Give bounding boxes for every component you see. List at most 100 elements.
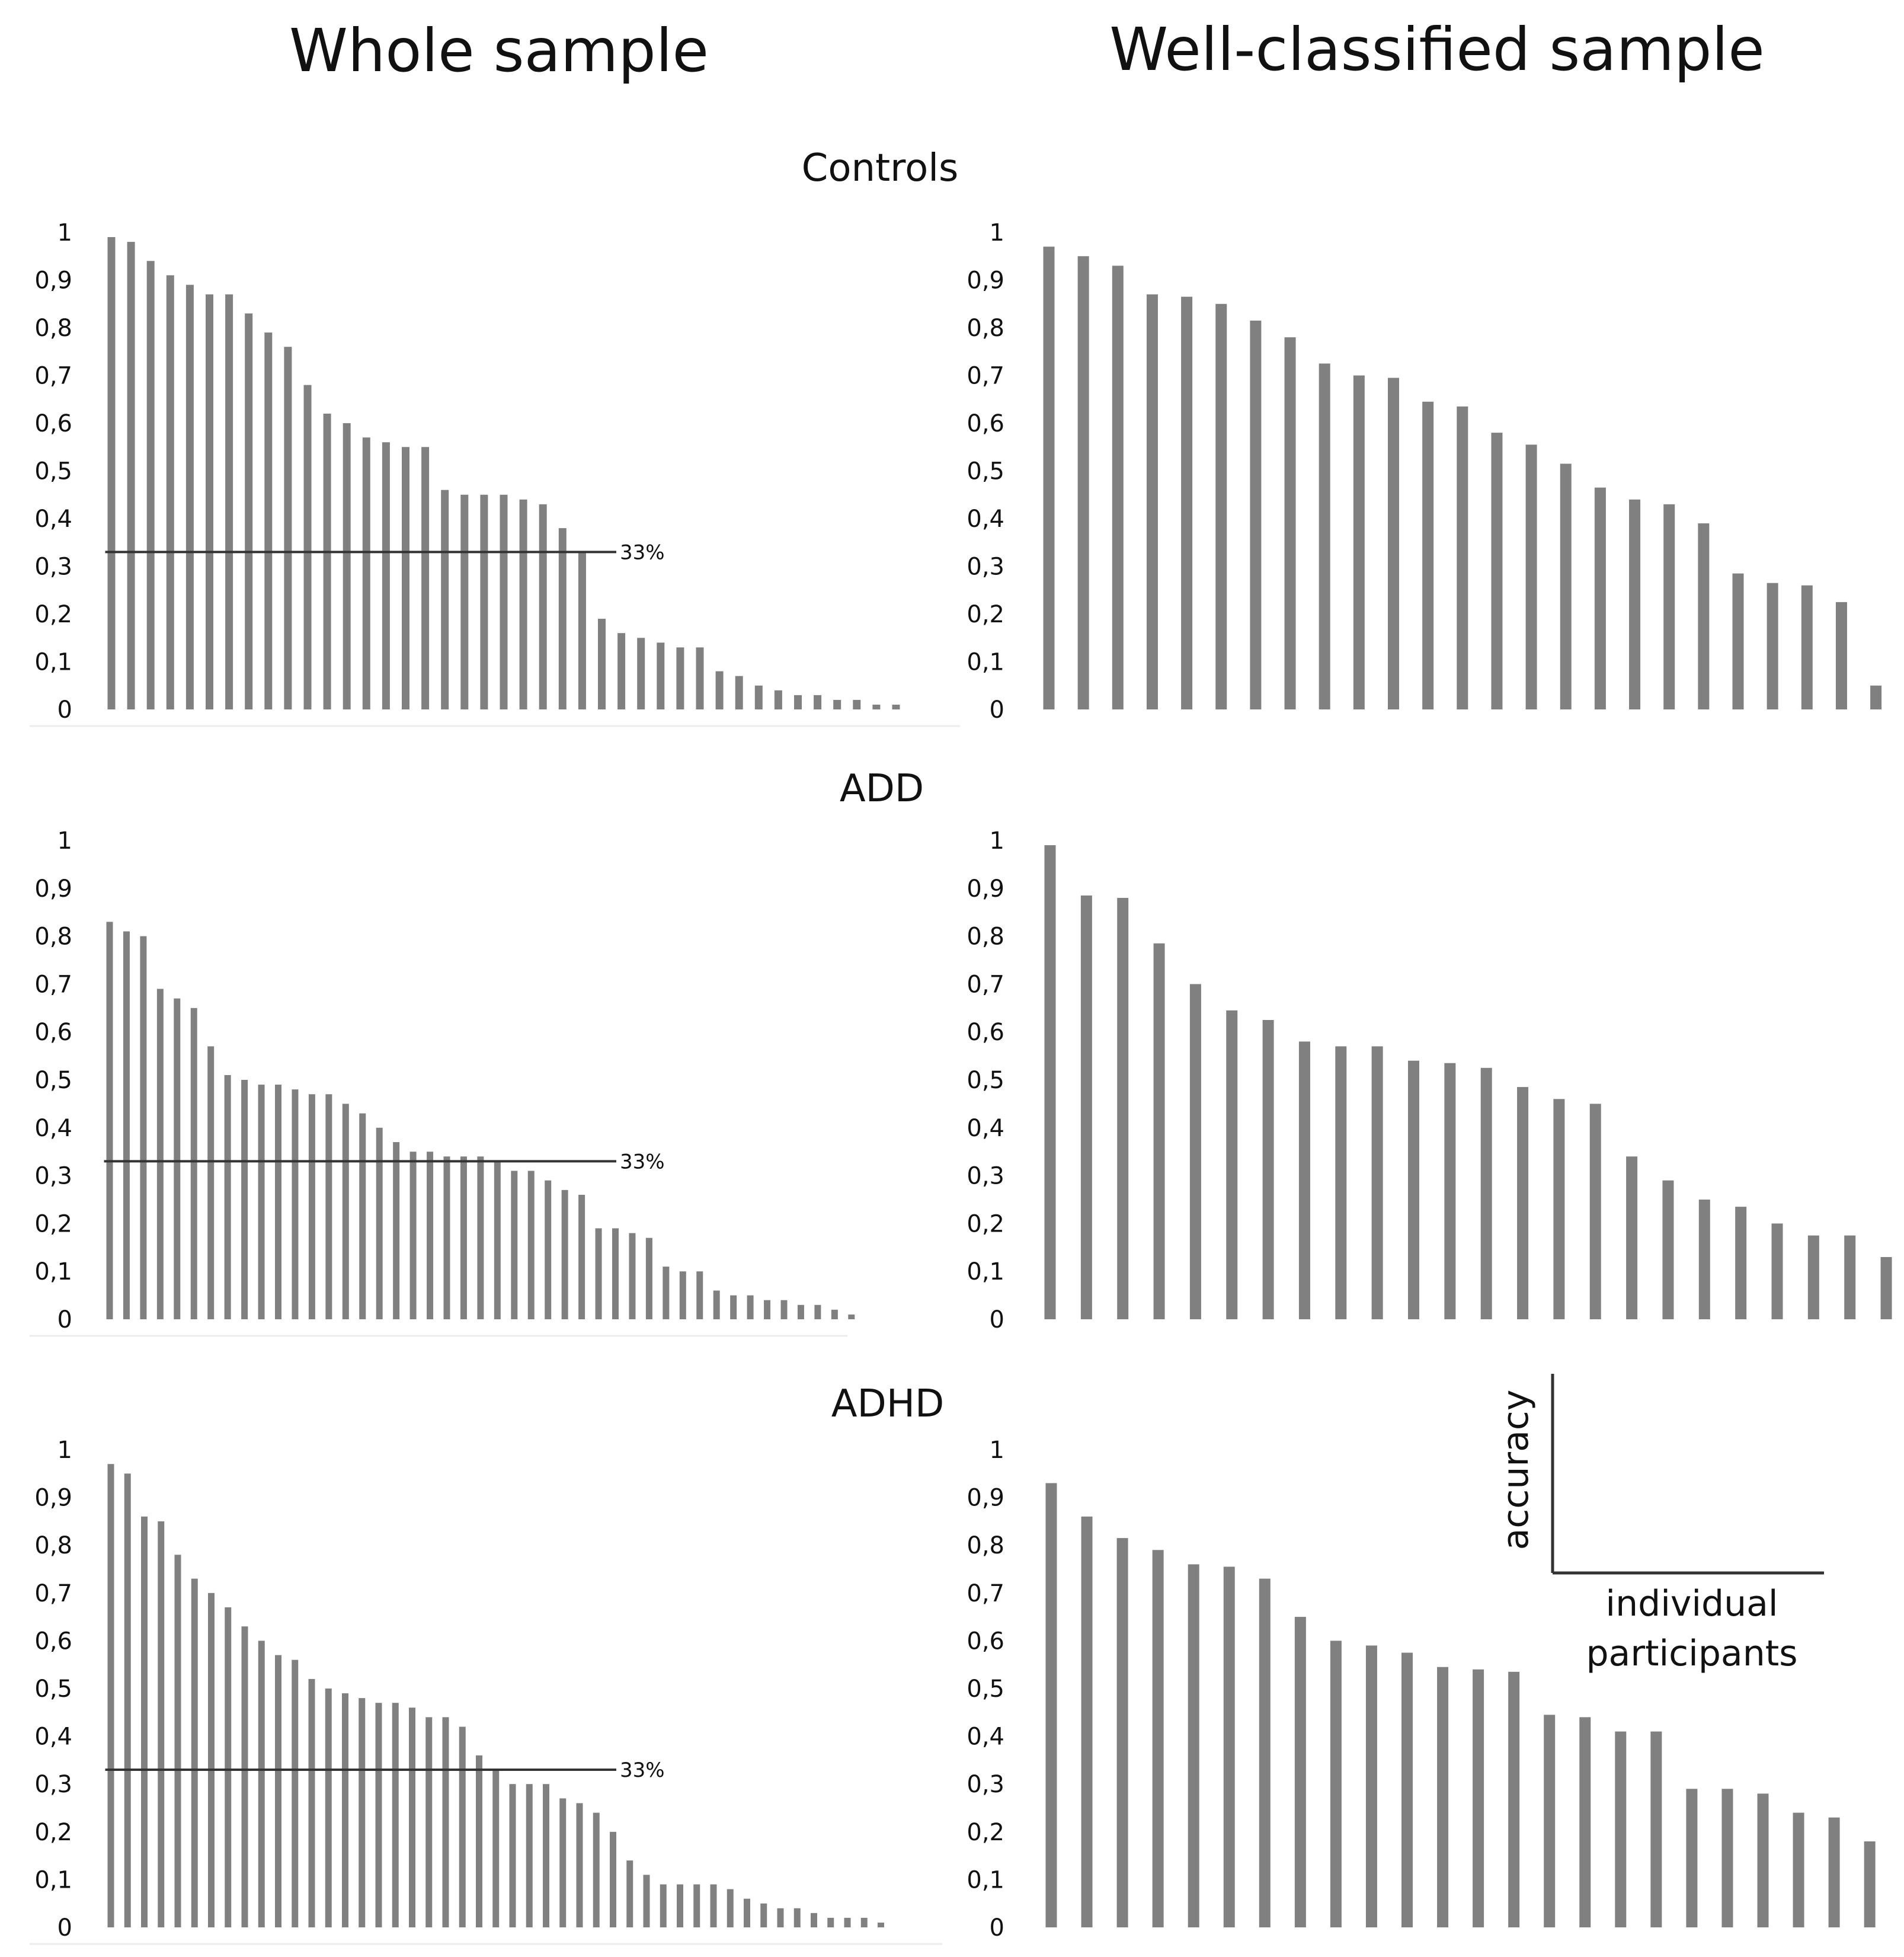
- bar: [1662, 1180, 1674, 1319]
- bar: [1043, 247, 1055, 709]
- y-tick-label: 0,5: [34, 1067, 72, 1094]
- row-title-adhd: ADHD: [831, 1382, 944, 1426]
- bar: [477, 1156, 484, 1319]
- y-tick-label: 0,7: [34, 1580, 72, 1607]
- bar: [660, 1884, 667, 1927]
- bar: [1560, 463, 1572, 709]
- bar: [375, 1703, 382, 1927]
- bar: [561, 1189, 568, 1319]
- bar: [696, 647, 704, 709]
- y-tick-label: 0,1: [34, 649, 72, 676]
- y-tick-label: 0: [990, 1914, 1004, 1942]
- bar: [1721, 1789, 1733, 1927]
- bar: [1544, 1715, 1556, 1927]
- bar: [860, 1917, 868, 1927]
- bar: [264, 332, 273, 709]
- y-tick-label: 0,5: [967, 1675, 1004, 1703]
- legend-key: accuracy individual participants: [1495, 1374, 1824, 1674]
- y-tick-label: 0,2: [34, 1819, 72, 1846]
- bar: [156, 989, 164, 1319]
- bar: [657, 642, 665, 709]
- bar: [831, 1309, 838, 1319]
- y-tick-label: 1: [57, 219, 72, 247]
- bar: [578, 1194, 585, 1319]
- bar: [494, 1161, 501, 1319]
- bar: [146, 261, 155, 709]
- bar: [645, 1237, 652, 1319]
- bar: [1365, 1645, 1377, 1927]
- bar: [1880, 1256, 1892, 1319]
- bar: [1117, 897, 1129, 1319]
- bar: [713, 1290, 720, 1319]
- bar: [460, 1156, 467, 1319]
- bar: [284, 347, 292, 709]
- bar: [185, 284, 194, 709]
- y-tick-label: 0,5: [967, 1067, 1004, 1094]
- y-tick-label: 0,6: [34, 1627, 72, 1655]
- bar: [245, 313, 253, 709]
- y-tick-label: 0,7: [967, 971, 1004, 998]
- bar: [1828, 1817, 1840, 1927]
- bar: [1152, 1550, 1164, 1927]
- bar: [325, 1094, 332, 1319]
- bar: [833, 699, 841, 709]
- bar: [797, 1304, 804, 1319]
- y-tick-label: 0,8: [967, 315, 1004, 342]
- y-tick-label: 0,9: [34, 1485, 72, 1512]
- bar: [225, 1607, 232, 1927]
- y-tick-label: 0,5: [967, 458, 1004, 485]
- bar: [275, 1655, 281, 1927]
- bar: [848, 1314, 855, 1319]
- bar: [811, 1913, 817, 1927]
- bar: [376, 1127, 383, 1319]
- bar: [1870, 685, 1882, 709]
- bar: [744, 1898, 750, 1927]
- bar: [760, 1903, 767, 1927]
- bar: [526, 1784, 533, 1927]
- bar: [727, 1889, 734, 1927]
- y-tick-label: 0,4: [34, 1723, 72, 1751]
- bar: [1457, 406, 1468, 709]
- y-tick-label: 0,3: [34, 1771, 72, 1798]
- bar: [141, 1516, 148, 1927]
- column-title-well-classified: Well-classified sample: [1109, 15, 1765, 84]
- bar: [382, 442, 390, 709]
- bar: [576, 1803, 583, 1927]
- bar: [593, 1812, 600, 1927]
- bar: [1473, 1669, 1484, 1927]
- bar: [1077, 256, 1089, 709]
- y-tick-label: 0,6: [967, 410, 1004, 437]
- y-tick-label: 0: [990, 1306, 1004, 1334]
- bar: [1181, 296, 1193, 709]
- bar: [519, 499, 527, 709]
- bar: [323, 413, 331, 709]
- y-tick-label: 0,5: [34, 458, 72, 485]
- bar: [1044, 845, 1056, 1319]
- y-tick-label: 0,1: [967, 649, 1004, 676]
- bar: [598, 619, 606, 709]
- bar: [1807, 1235, 1819, 1319]
- y-tick-label: 0,6: [34, 1019, 72, 1046]
- bar: [578, 552, 586, 709]
- bar: [878, 1922, 884, 1927]
- bar: [124, 1473, 131, 1927]
- bar: [409, 1707, 415, 1927]
- bar: [275, 1085, 281, 1319]
- bar: [308, 1094, 315, 1319]
- bar: [643, 1875, 650, 1927]
- y-tick-label: 0,1: [34, 1866, 72, 1894]
- bar: [1215, 303, 1227, 709]
- bar: [1771, 1223, 1783, 1319]
- bar: [1491, 433, 1503, 709]
- bar: [158, 1521, 165, 1927]
- y-tick-label: 0,1: [967, 1258, 1004, 1286]
- y-tick-label: 0,3: [34, 554, 72, 581]
- bar: [1298, 1041, 1310, 1319]
- bar: [715, 671, 724, 709]
- bar: [127, 242, 135, 710]
- bar: [393, 1142, 400, 1319]
- y-tick-label: 0,4: [34, 1115, 72, 1142]
- bar: [225, 294, 233, 709]
- y-tick-label: 1: [990, 219, 1004, 247]
